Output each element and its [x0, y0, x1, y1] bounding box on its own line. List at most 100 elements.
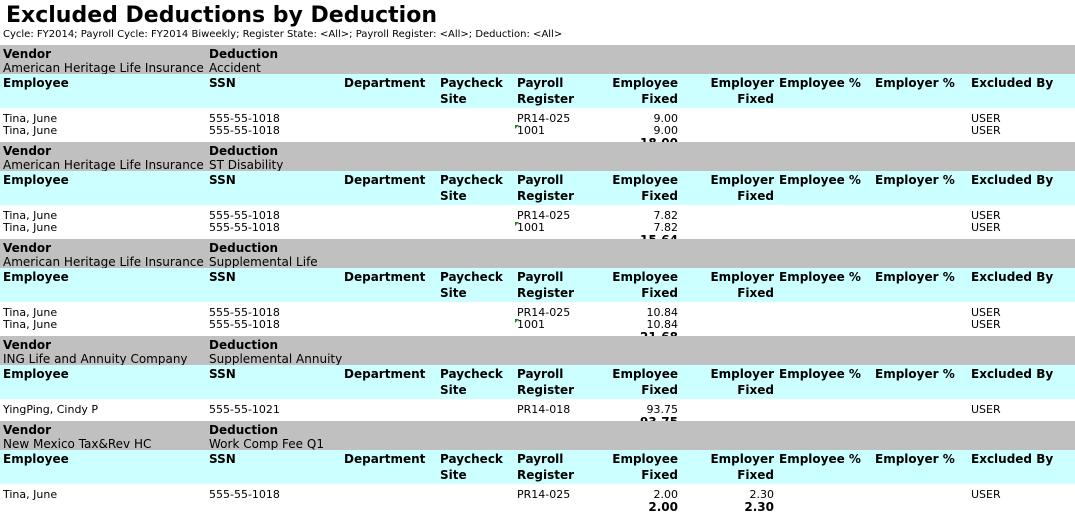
col-excluded-by: Excluded By	[971, 270, 1054, 284]
excluded-by-value: USER	[971, 403, 1001, 416]
col-paycheck-site-line2: Site	[440, 383, 467, 397]
col-employee-fixed-line1: Employee	[612, 173, 678, 187]
payroll-register: PR14-025	[517, 209, 571, 222]
vendor-header-band: Vendor Deduction American Heritage Life In…	[0, 239, 1075, 268]
col-paycheck-site-line1: Paycheck	[440, 76, 503, 90]
col-employee-pct: Employee %	[779, 173, 861, 187]
col-department: Department	[344, 76, 426, 90]
vendor-name: New Mexico Tax&Rev HC	[3, 437, 152, 450]
payroll-register: PR14-018	[517, 403, 571, 416]
vendor-name: American Heritage Life Insurance	[3, 61, 204, 74]
employee-fixed-amount: 7.82	[653, 209, 679, 222]
col-employer-fixed-line1: Employer	[710, 452, 774, 466]
col-employer-fixed-line1: Employer	[710, 76, 774, 90]
col-employee-fixed-line2: Fixed	[641, 189, 678, 203]
comment-flag-icon	[515, 125, 519, 129]
col-ssn: SSN	[209, 452, 236, 466]
vendor-label: Vendor	[3, 241, 52, 255]
deduction-label: Deduction	[209, 241, 278, 255]
payroll-register: 1001	[517, 124, 545, 137]
col-department: Department	[344, 173, 426, 187]
col-employee-pct: Employee %	[779, 76, 861, 90]
col-payroll-register-line1: Payroll	[517, 173, 564, 187]
col-paycheck-site-line1: Paycheck	[440, 367, 503, 381]
employer-fixed-amount: 2.30	[749, 488, 775, 501]
col-department: Department	[344, 367, 426, 381]
col-ssn: SSN	[209, 173, 236, 187]
col-department: Department	[344, 452, 426, 466]
vendor-label: Vendor	[3, 423, 52, 437]
col-department: Department	[344, 270, 426, 284]
excluded-by-value: USER	[971, 112, 1001, 125]
col-paycheck-site-line2: Site	[440, 468, 467, 482]
excluded-by-value: USER	[971, 221, 1001, 234]
excluded-by-value: USER	[971, 124, 1001, 137]
employee-name: Tina, June	[3, 488, 58, 501]
column-header-band: Employee SSN Department Paycheck Site Payroll…	[0, 268, 1075, 302]
col-employee-fixed-line2: Fixed	[641, 92, 678, 106]
employee-ssn: 555-55-1018	[209, 124, 280, 137]
employee-name: Tina, June	[3, 306, 58, 319]
employee-fixed-amount: 9.00	[653, 112, 679, 125]
col-employer-pct: Employer %	[875, 452, 955, 466]
employee-fixed-amount: 10.84	[646, 306, 679, 319]
deduction-label: Deduction	[209, 144, 278, 158]
col-employee-fixed-line2: Fixed	[641, 468, 678, 482]
deduction-name: ST Disability	[209, 158, 284, 171]
col-excluded-by: Excluded By	[971, 76, 1054, 90]
payroll-register: PR14-025	[517, 112, 571, 125]
col-payroll-register-line2: Register	[517, 189, 575, 203]
col-paycheck-site-line1: Paycheck	[440, 270, 503, 284]
total-employer-fixed: 2.30	[744, 500, 774, 514]
col-employer-pct: Employer %	[875, 367, 955, 381]
col-employee-pct: Employee %	[779, 452, 861, 466]
col-employer-pct: Employer %	[875, 76, 955, 90]
employee-ssn: 555-55-1018	[209, 488, 280, 501]
column-header-band: Employee SSN Department Paycheck Site Payroll…	[0, 171, 1075, 205]
col-employee: Employee	[3, 76, 69, 90]
col-ssn: SSN	[209, 270, 236, 284]
col-employer-pct: Employer %	[875, 270, 955, 284]
column-header-band: Employee SSN Department Paycheck Site Payroll…	[0, 74, 1075, 108]
col-payroll-register-line1: Payroll	[517, 76, 564, 90]
employee-name: Tina, June	[3, 124, 58, 137]
employee-fixed-amount: 2.00	[653, 488, 679, 501]
vendor-name: American Heritage Life Insurance	[3, 158, 204, 171]
employee-fixed-amount: 10.84	[646, 318, 679, 331]
deduction-name: Supplemental Annuity	[209, 352, 343, 365]
col-employer-fixed-line2: Fixed	[737, 189, 774, 203]
vendor-label: Vendor	[3, 47, 52, 61]
employee-ssn: 555-55-1018	[209, 306, 280, 319]
col-employee-fixed-line1: Employee	[612, 270, 678, 284]
col-payroll-register-line1: Payroll	[517, 452, 564, 466]
col-employer-fixed-line2: Fixed	[737, 286, 774, 300]
employee-ssn: 555-55-1018	[209, 112, 280, 125]
col-employee: Employee	[3, 270, 69, 284]
col-employee: Employee	[3, 367, 69, 381]
col-employer-pct: Employer %	[875, 173, 955, 187]
col-ssn: SSN	[209, 367, 236, 381]
col-employer-fixed-line1: Employer	[710, 173, 774, 187]
col-paycheck-site-line2: Site	[440, 189, 467, 203]
col-employer-fixed-line1: Employer	[710, 270, 774, 284]
col-excluded-by: Excluded By	[971, 367, 1054, 381]
col-employee: Employee	[3, 173, 69, 187]
col-employer-fixed-line2: Fixed	[737, 383, 774, 397]
col-payroll-register-line2: Register	[517, 286, 575, 300]
employee-fixed-amount: 7.82	[653, 221, 679, 234]
payroll-register: PR14-025	[517, 306, 571, 319]
col-paycheck-site-line1: Paycheck	[440, 452, 503, 466]
col-employee-fixed-line1: Employee	[612, 76, 678, 90]
col-employee-pct: Employee %	[779, 367, 861, 381]
report-title: Excluded Deductions by Deduction	[6, 3, 437, 28]
vendor-label: Vendor	[3, 338, 52, 352]
excluded-by-value: USER	[971, 318, 1001, 331]
employee-ssn: 555-55-1021	[209, 403, 280, 416]
col-employee: Employee	[3, 452, 69, 466]
col-employer-fixed-line1: Employer	[710, 367, 774, 381]
col-excluded-by: Excluded By	[971, 452, 1054, 466]
column-header-band: Employee SSN Department Paycheck Site Payroll…	[0, 450, 1075, 484]
col-employee-fixed-line2: Fixed	[641, 286, 678, 300]
col-payroll-register-line2: Register	[517, 468, 575, 482]
employee-fixed-amount: 93.75	[646, 403, 679, 416]
